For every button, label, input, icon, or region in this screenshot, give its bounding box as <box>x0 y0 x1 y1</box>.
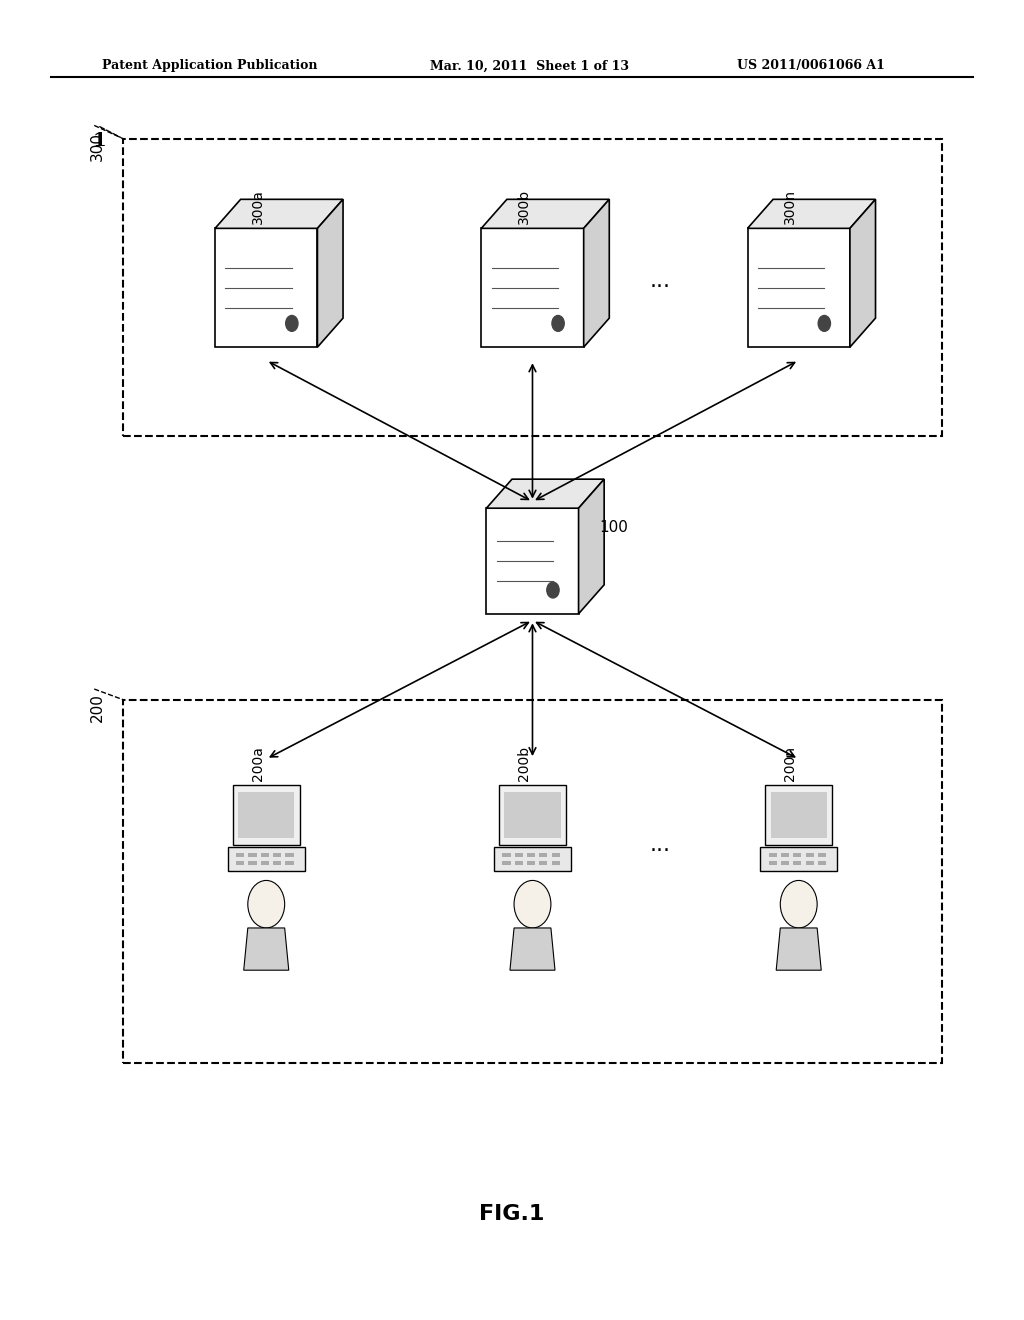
Bar <box>249 853 257 857</box>
Bar <box>273 853 282 857</box>
Bar <box>261 853 269 857</box>
Circle shape <box>286 315 298 331</box>
Text: FIG.1: FIG.1 <box>479 1204 545 1225</box>
Bar <box>818 861 826 865</box>
Text: 200: 200 <box>90 693 104 722</box>
Bar <box>552 861 560 865</box>
Circle shape <box>514 880 551 928</box>
Text: 100: 100 <box>599 520 628 536</box>
Bar <box>286 861 294 865</box>
Bar <box>806 861 814 865</box>
Polygon shape <box>500 785 565 845</box>
Bar <box>794 861 802 865</box>
Bar <box>515 861 523 865</box>
Bar <box>286 853 294 857</box>
Bar <box>806 853 814 857</box>
Text: ...: ... <box>650 834 671 855</box>
Polygon shape <box>495 847 570 871</box>
Bar <box>818 853 826 857</box>
Bar <box>527 853 536 857</box>
Circle shape <box>248 880 285 928</box>
Text: ...: ... <box>650 271 671 292</box>
Bar <box>769 853 777 857</box>
Polygon shape <box>505 792 561 838</box>
Polygon shape <box>228 847 304 871</box>
Circle shape <box>780 880 817 928</box>
Polygon shape <box>748 228 850 347</box>
Polygon shape <box>510 928 555 970</box>
Polygon shape <box>481 228 584 347</box>
Polygon shape <box>486 508 579 614</box>
Polygon shape <box>481 199 609 228</box>
Circle shape <box>552 315 564 331</box>
Bar <box>781 861 790 865</box>
Polygon shape <box>486 479 604 508</box>
Bar <box>503 861 511 865</box>
Bar <box>540 861 548 865</box>
Polygon shape <box>215 228 317 347</box>
Polygon shape <box>771 792 827 838</box>
Text: 200n: 200n <box>783 746 798 781</box>
Polygon shape <box>850 199 876 347</box>
Text: Patent Application Publication: Patent Application Publication <box>102 59 317 73</box>
Text: 300a: 300a <box>251 189 265 223</box>
Bar <box>515 853 523 857</box>
Circle shape <box>547 582 559 598</box>
Polygon shape <box>244 928 289 970</box>
Polygon shape <box>579 479 604 614</box>
Text: 300b: 300b <box>517 189 531 224</box>
Polygon shape <box>215 199 343 228</box>
Text: US 2011/0061066 A1: US 2011/0061066 A1 <box>737 59 885 73</box>
Bar <box>273 861 282 865</box>
Polygon shape <box>766 785 831 845</box>
Polygon shape <box>761 847 837 871</box>
Bar <box>527 861 536 865</box>
Circle shape <box>818 315 830 331</box>
Text: 200b: 200b <box>517 746 531 781</box>
Bar <box>540 853 548 857</box>
Bar <box>552 853 560 857</box>
Bar <box>261 861 269 865</box>
Bar <box>249 861 257 865</box>
Bar <box>503 853 511 857</box>
Text: Mar. 10, 2011  Sheet 1 of 13: Mar. 10, 2011 Sheet 1 of 13 <box>430 59 629 73</box>
Bar <box>769 861 777 865</box>
Bar <box>781 853 790 857</box>
Bar <box>237 853 245 857</box>
Text: 1: 1 <box>92 132 105 150</box>
Text: 200a: 200a <box>251 746 265 780</box>
Polygon shape <box>317 199 343 347</box>
Polygon shape <box>233 785 299 845</box>
Bar <box>237 861 245 865</box>
Text: 300: 300 <box>90 132 104 161</box>
Polygon shape <box>748 199 876 228</box>
Polygon shape <box>776 928 821 970</box>
Text: 300n: 300n <box>783 189 798 224</box>
Bar <box>794 853 802 857</box>
Polygon shape <box>238 792 295 838</box>
Polygon shape <box>584 199 609 347</box>
